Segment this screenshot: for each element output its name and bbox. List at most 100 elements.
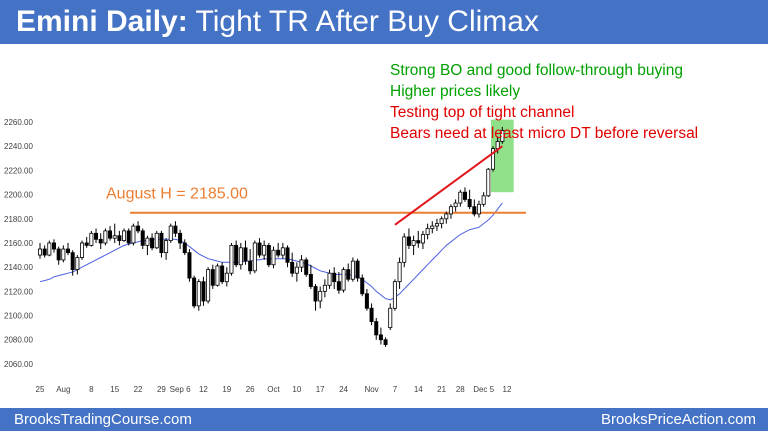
bear-candle-body xyxy=(290,261,295,274)
bull-candle-body xyxy=(224,272,229,283)
august-high-label: August H = 2185.00 xyxy=(106,186,248,203)
bull-candle-body xyxy=(402,236,407,263)
candle xyxy=(196,279,201,311)
title-bar: Emini Daily: Tight TR After Buy Climax xyxy=(0,0,768,44)
candle xyxy=(341,267,346,293)
annotation-text: Bears need at least micro DT before reve… xyxy=(390,125,698,142)
annotation-text: Strong BO and good follow-through buying xyxy=(390,62,683,79)
bull-candle-body xyxy=(341,269,346,291)
footer-left-text[interactable]: BrooksTradingCourse.com xyxy=(14,411,192,428)
y-tick-label: 2240.00 xyxy=(4,142,33,151)
candle xyxy=(66,242,71,256)
candle xyxy=(215,263,220,287)
bear-candle-body xyxy=(383,339,388,345)
x-axis: 25 Aug 8 15 22 29 Sep 6 12 19 26 Oct 10 17 24 Nov 7 14 21… xyxy=(36,385,512,394)
candle xyxy=(462,187,467,202)
y-tick-label: 2160.00 xyxy=(4,239,33,248)
candle xyxy=(89,230,94,247)
bear-candle-body xyxy=(98,238,103,244)
bull-candle-body xyxy=(112,235,117,239)
footer-bar: BrooksTradingCourse.com BrooksPriceActio… xyxy=(0,408,768,431)
bull-candle-body xyxy=(444,213,449,220)
x-tick-label: 10 xyxy=(292,385,301,394)
bull-candle-body xyxy=(122,230,127,241)
candle xyxy=(150,233,155,251)
candle xyxy=(145,235,150,256)
title-rest: Tight TR After Buy Climax xyxy=(195,5,539,38)
candle xyxy=(206,267,211,304)
candle xyxy=(406,228,411,250)
bull-candle-body xyxy=(327,272,332,286)
bear-candle-body xyxy=(472,206,477,215)
candle xyxy=(290,252,295,277)
bear-candle-body xyxy=(266,244,271,266)
bull-candle-body xyxy=(80,242,85,258)
bull-candle-body xyxy=(453,202,458,208)
candle xyxy=(448,204,453,219)
candle xyxy=(444,211,449,224)
chart-area: 2260.00 2240.00 2220.00 2200.00 2180.00 2160.… xyxy=(0,44,768,408)
bear-candle-body xyxy=(140,230,145,246)
candles-layer xyxy=(38,126,505,347)
bear-candle-body xyxy=(355,260,360,279)
candle xyxy=(327,269,332,289)
candle xyxy=(94,228,99,243)
x-tick-label: Sep 6 xyxy=(170,385,191,394)
candle xyxy=(98,233,103,250)
footer-right-text[interactable]: BrooksPriceAction.com xyxy=(600,411,756,428)
bull-candle-body xyxy=(229,244,234,274)
candle xyxy=(84,236,89,248)
bull-candle-body xyxy=(486,168,491,197)
x-tick-label: 14 xyxy=(414,385,423,394)
candle xyxy=(397,257,402,289)
y-axis: 2260.00 2240.00 2220.00 2200.00 2180.00 2160.… xyxy=(4,118,33,369)
candle xyxy=(476,200,481,218)
bull-candle-body xyxy=(103,230,108,244)
x-tick-label: 12 xyxy=(503,385,512,394)
bull-candle-body xyxy=(75,257,80,270)
candle xyxy=(346,263,351,282)
x-tick-label: 28 xyxy=(456,385,465,394)
candle xyxy=(280,242,285,259)
candle xyxy=(257,238,262,258)
candle xyxy=(61,245,66,263)
moving-average-line xyxy=(39,202,503,301)
bull-candle-body xyxy=(322,284,327,292)
bull-candle-body xyxy=(425,228,430,235)
bear-candle-body xyxy=(285,247,290,263)
bull-candle-body xyxy=(38,248,43,256)
channel-layer xyxy=(394,145,503,226)
candle xyxy=(490,146,495,172)
bull-candle-body xyxy=(215,265,220,286)
bull-candle-body xyxy=(495,140,500,150)
x-tick-label: 22 xyxy=(134,385,143,394)
bear-candle-body xyxy=(374,321,379,336)
candle xyxy=(52,239,57,253)
candle xyxy=(486,168,491,198)
candle xyxy=(266,242,271,268)
candle xyxy=(336,272,341,294)
bear-candle-body xyxy=(304,259,309,275)
bear-candle-body xyxy=(94,232,99,240)
bear-candle-body xyxy=(364,293,369,309)
candle xyxy=(201,276,206,306)
candle xyxy=(472,199,477,217)
title-bold: Emini Daily: xyxy=(16,5,188,38)
annotations-layer: Strong BO and good follow-through buying… xyxy=(390,62,698,142)
bear-candle-body xyxy=(313,286,318,302)
candle xyxy=(383,337,388,347)
bear-candle-body xyxy=(192,277,197,307)
candle xyxy=(229,242,234,276)
bear-candle-body xyxy=(243,247,248,262)
candle xyxy=(322,279,327,298)
bull-candle-body xyxy=(294,266,299,274)
candle xyxy=(136,221,141,234)
candle xyxy=(164,238,169,260)
bear-candle-body xyxy=(248,260,253,272)
bear-candle-body xyxy=(159,232,164,254)
candle xyxy=(140,228,145,250)
candle xyxy=(420,230,425,250)
bull-candle-body xyxy=(318,290,323,302)
bull-candle-body xyxy=(154,232,159,249)
candle xyxy=(332,267,337,289)
